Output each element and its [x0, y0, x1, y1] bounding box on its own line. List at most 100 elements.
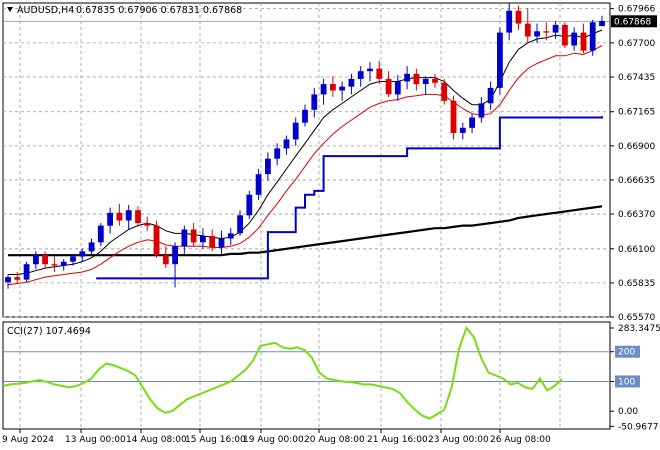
candle	[506, 3, 513, 41]
candle-body	[432, 78, 438, 83]
price-tick-label: 0.67966	[618, 5, 655, 15]
candle	[487, 81, 494, 110]
candle	[144, 216, 151, 231]
candle-body	[348, 78, 355, 87]
candle	[209, 229, 216, 252]
candle	[125, 205, 132, 230]
candle-body	[79, 251, 86, 257]
candle	[524, 8, 531, 43]
price-grid	[3, 3, 610, 318]
candle	[357, 66, 364, 87]
cci-tick-label: -50.9677	[618, 422, 658, 432]
candle-body	[70, 256, 76, 262]
symbol-label: AUDUSD,H4	[17, 5, 74, 16]
candle	[97, 223, 104, 247]
candle-body	[153, 225, 160, 256]
candle-body	[357, 71, 364, 79]
candle	[497, 27, 503, 95]
candle-body	[506, 10, 513, 33]
cci-tick-label: 100	[618, 377, 635, 387]
price-tick-label: 0.66900	[618, 142, 655, 152]
candle-body	[144, 223, 151, 226]
candle	[153, 220, 160, 258]
candle	[552, 21, 559, 40]
candle-body	[181, 229, 188, 247]
candle	[107, 207, 113, 234]
candle-body	[571, 32, 578, 46]
candle-body	[580, 32, 587, 51]
cci-tick-label: 0.00	[618, 407, 638, 417]
time-tick-label: 21 Aug 16:00	[367, 435, 428, 445]
candle-body	[200, 235, 206, 243]
candle-body	[524, 23, 531, 37]
candle	[515, 5, 522, 31]
candle	[599, 15, 605, 27]
candle	[14, 271, 21, 284]
candle	[162, 246, 169, 269]
candle-body	[33, 255, 39, 265]
candle	[469, 113, 475, 133]
candle-body	[237, 215, 243, 234]
time-tick-label: 14 Aug 08:00	[126, 435, 187, 445]
candle-body	[478, 103, 485, 118]
candle-body	[292, 122, 299, 140]
time-tick-label: 13 Aug 00:00	[65, 435, 126, 445]
candle	[33, 251, 39, 270]
candle	[422, 76, 429, 95]
candle-body	[422, 78, 429, 84]
last-price-marker: 0.67868	[611, 15, 657, 28]
candle-body	[394, 81, 401, 95]
candle	[311, 87, 318, 118]
candle-body	[162, 255, 169, 265]
collapse-triangle-icon[interactable]	[7, 7, 13, 12]
candle-body	[227, 233, 234, 239]
time-tick-label: 9 Aug 2024	[2, 435, 54, 445]
candle	[172, 242, 178, 288]
candle-body	[515, 10, 522, 24]
candle-body	[265, 158, 271, 175]
time-tick-label: 15 Aug 16:00	[185, 435, 246, 445]
candle-body	[589, 22, 596, 51]
candle	[60, 259, 67, 271]
candle	[562, 22, 568, 49]
candle	[385, 71, 392, 97]
candle	[543, 22, 550, 41]
price-tick-label: 0.66100	[618, 245, 655, 255]
candle-body	[311, 94, 318, 110]
candle-body	[320, 84, 327, 95]
candle-body	[283, 139, 290, 149]
candle	[237, 210, 243, 236]
cci-pane	[2, 321, 611, 430]
candle	[181, 225, 188, 254]
candle-body	[330, 84, 336, 91]
candle-body	[552, 24, 559, 33]
candle-body	[599, 21, 605, 27]
candle-body	[459, 127, 466, 133]
price-tick-label: 0.65835	[618, 279, 655, 289]
candle-body	[88, 242, 95, 252]
candles	[5, 3, 605, 289]
cci-level-box	[615, 375, 640, 388]
candle-body	[172, 246, 178, 265]
candle	[589, 19, 596, 56]
candle	[255, 169, 262, 200]
candle-body	[450, 100, 457, 133]
cci-line	[2, 325, 563, 420]
candle	[320, 78, 327, 105]
candle-body	[385, 78, 392, 95]
candle-body	[218, 238, 225, 248]
candle	[441, 78, 448, 105]
long-ma-line	[8, 205, 603, 257]
price-tick-label: 0.66370	[618, 210, 655, 220]
candle-body	[376, 68, 383, 79]
candle-body	[51, 264, 58, 266]
candle-body	[497, 32, 503, 88]
candle-body	[404, 73, 410, 82]
cci-pane-frame	[2, 321, 611, 430]
candle	[23, 261, 30, 283]
candle	[571, 27, 578, 51]
candle	[135, 206, 141, 227]
candle	[227, 228, 234, 245]
